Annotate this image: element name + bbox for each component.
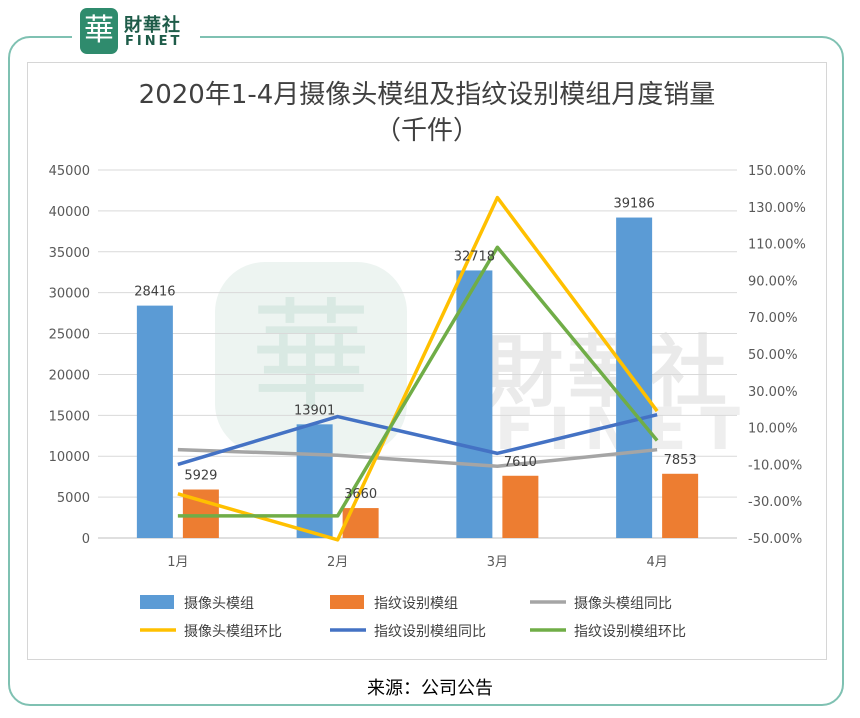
chart-area-border (27, 62, 827, 660)
bar-fingerprint (662, 473, 699, 538)
legend-item: 指纹设别模组同比 (330, 624, 486, 640)
legend-label: 摄像头模组 (184, 596, 254, 612)
watermark-seal: 華 (215, 262, 407, 454)
chart-title: 2020年1-4月摄像头模组及指纹设别模组月度销量 (138, 80, 716, 110)
bar-data-label: 32718 (454, 249, 495, 264)
y-left-tick-label: 30000 (49, 287, 90, 302)
y-left-tick-label: 15000 (49, 409, 90, 424)
y-left-tick-label: 20000 (49, 368, 90, 383)
y-left-tick-label: 0 (82, 532, 90, 547)
legend-item: 指纹设别模组环比 (530, 624, 686, 640)
watermark-seal-glyph: 華 (251, 288, 371, 427)
line-series-1 (177, 195, 659, 542)
bar-data-label: 39186 (613, 197, 654, 212)
y-left-tick-label: 40000 (49, 205, 90, 220)
bar-fingerprint (342, 508, 379, 538)
logo-badge: 華 (80, 8, 118, 54)
bar-data-label: 13901 (294, 403, 335, 418)
y-left-tick-label: 5000 (57, 491, 90, 506)
line-series-3 (177, 245, 659, 518)
y-right-tick-label: 150.00% (748, 164, 806, 179)
legend-item: 摄像头模组环比 (140, 624, 282, 640)
bar-data-label: 7610 (504, 455, 537, 470)
y-right-tick-label: 10.00% (748, 422, 798, 437)
bar-data-label: 7853 (664, 453, 697, 468)
bar-data-label: 28416 (134, 285, 175, 300)
legend-label: 指纹设别模组同比 (374, 624, 486, 640)
legend-label: 摄像头模组环比 (184, 624, 282, 640)
bar-camera (296, 424, 333, 538)
x-tick-label: 3月 (487, 555, 508, 570)
y-right-tick-label: -50.00% (748, 532, 802, 547)
y-right-tick-label: 90.00% (748, 274, 798, 289)
line-series-0 (177, 447, 658, 468)
finet-logo: 華 財華社 FINET (72, 5, 200, 57)
x-tick-label: 1月 (167, 555, 188, 570)
y-right-tick-label: -10.00% (748, 458, 802, 473)
y-left-tick-label: 45000 (49, 164, 90, 179)
legend-item: 摄像头模组同比 (530, 596, 672, 612)
bar-camera (136, 305, 173, 538)
y-right-tick-label: -30.00% (748, 495, 802, 510)
legend-item: 摄像头模组 (140, 595, 254, 612)
logo-chinese-text: 財華社 (124, 15, 181, 36)
y-left-tick-label: 35000 (49, 246, 90, 261)
legend-label: 指纹设别模组 (374, 596, 458, 612)
chart-subtitle: （千件） (374, 116, 479, 146)
source-note: 来源：公司公告 (367, 678, 493, 699)
x-tick-label: 2月 (327, 555, 348, 570)
y-left-tick-label: 10000 (49, 450, 90, 465)
bar-data-label: 5929 (184, 469, 217, 484)
legend-label: 摄像头模组同比 (574, 596, 672, 612)
bar-fingerprint (502, 475, 539, 538)
y-right-tick-label: 70.00% (748, 311, 798, 326)
y-right-tick-label: 130.00% (748, 201, 806, 216)
outer-frame (8, 36, 844, 706)
y-right-tick-label: 110.00% (748, 238, 806, 253)
legend-swatch (140, 595, 174, 609)
y-right-tick-label: 30.00% (748, 385, 798, 400)
legend-swatch (330, 595, 364, 609)
logo-english-text: FINET (125, 34, 183, 49)
bar-data-label: 3660 (344, 487, 377, 502)
legend-item: 指纹设别模组 (330, 595, 458, 612)
line-series-2 (177, 413, 658, 467)
y-right-tick-label: 50.00% (748, 348, 798, 363)
bar-camera (456, 270, 493, 538)
y-left-tick-label: 25000 (49, 328, 90, 343)
legend-label: 指纹设别模组环比 (574, 624, 686, 640)
x-tick-label: 4月 (646, 555, 667, 570)
